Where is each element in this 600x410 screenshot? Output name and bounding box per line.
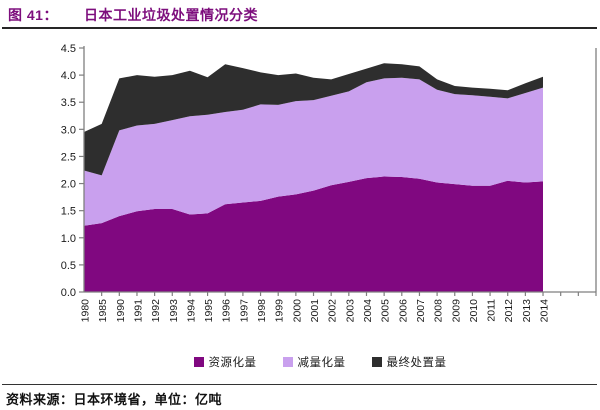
area-减量化量 (84, 77, 543, 226)
figure-header: 图 41： 日本工业垃圾处置情况分类 (8, 5, 592, 25)
x-tick-label: 2000 (291, 299, 303, 323)
x-tick-label: 2003 (344, 299, 356, 323)
legend-item: 最终处置量 (371, 354, 447, 370)
chart-legend: 资源化量 减量化量 最终处置量 (40, 354, 600, 370)
y-tick-label: 3.0 (61, 124, 76, 136)
x-tick-label: 1994 (185, 299, 197, 323)
x-tick-label: 1995 (203, 299, 215, 323)
x-tick-label: 2004 (362, 299, 374, 323)
legend-label: 资源化量 (208, 357, 257, 369)
y-tick-label: 4.5 (61, 43, 76, 55)
x-tick-label: 2010 (468, 299, 480, 323)
y-tick-label: 2.5 (61, 151, 76, 163)
legend-swatch (193, 357, 204, 367)
x-tick-label: 1990 (115, 299, 127, 323)
x-tick-label: 2001 (309, 299, 321, 323)
x-tick-label: 2011 (486, 299, 498, 322)
header-divider (2, 27, 597, 29)
legend-item: 减量化量 (282, 354, 346, 370)
x-tick-label: 1998 (256, 299, 268, 323)
x-tick-label: 1991 (132, 299, 144, 323)
x-tick-label: 2014 (539, 299, 551, 323)
x-tick-label: 2013 (521, 299, 533, 323)
area-最终处置量 (84, 63, 543, 176)
y-tick-label: 1.0 (61, 233, 76, 245)
legend-label: 减量化量 (297, 357, 346, 369)
x-tick-label: 1985 (97, 299, 109, 323)
figure-label: 图 41： (8, 7, 58, 23)
x-tick-label: 2006 (397, 299, 409, 323)
legend-swatch (282, 357, 293, 367)
x-tick-label: 1993 (168, 299, 180, 323)
footer-divider (2, 384, 597, 385)
x-tick-label: 1992 (150, 299, 162, 323)
x-tick-label: 2002 (327, 299, 339, 323)
y-tick-label: 0.0 (61, 287, 76, 299)
x-tick-label: 2008 (433, 299, 445, 323)
y-tick-label: 4.0 (61, 70, 76, 82)
x-tick-label: 2005 (380, 299, 392, 323)
y-tick-label: 1.5 (61, 206, 76, 218)
x-tick-label: 2009 (450, 299, 462, 323)
x-tick-label: 1996 (221, 299, 233, 323)
source-note: 资料来源：日本环境省，单位：亿吨 (6, 392, 223, 407)
legend-swatch (371, 357, 382, 367)
x-tick-label: 2007 (415, 299, 427, 323)
chart-title: 日本工业垃圾处置情况分类 (83, 7, 258, 23)
x-tick-label: 1997 (238, 299, 250, 323)
legend-item: 资源化量 (193, 354, 257, 370)
y-tick-label: 2.0 (61, 179, 76, 191)
y-tick-label: 3.5 (61, 97, 76, 109)
stacked-area-chart: 0.0 0.5 1.0 1.5 2.0 2.5 3.0 3.5 4.0 4.5 1980 1985 19… (61, 43, 597, 323)
area-资源化量 (84, 176, 543, 292)
x-tick-label: 1999 (274, 299, 286, 323)
x-tick-label: 2012 (503, 299, 515, 323)
x-tick-label: 1980 (80, 299, 92, 323)
y-tick-label: 0.5 (61, 260, 76, 272)
legend-label: 最终处置量 (386, 357, 447, 369)
